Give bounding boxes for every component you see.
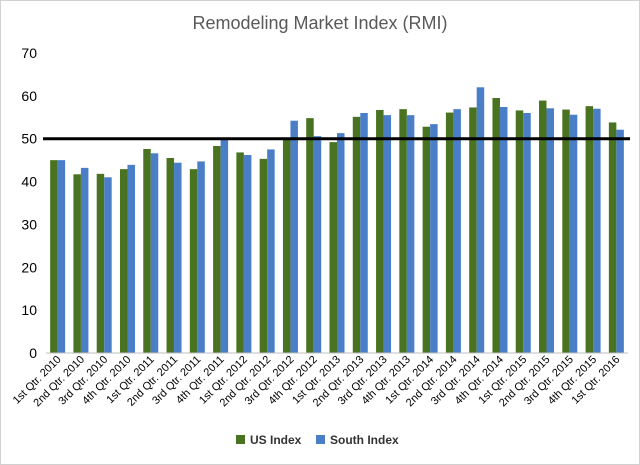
y-tick-label: 0 (29, 345, 37, 361)
us-index-bar (445, 112, 454, 353)
south-index-bar (243, 155, 252, 353)
us-index-bar (562, 109, 570, 353)
south-index-bar (453, 109, 461, 353)
south-index-bar (406, 115, 415, 353)
us-index-bar (213, 146, 221, 353)
south-index-bar (267, 149, 275, 353)
us-index-bar (166, 158, 175, 353)
chart-title: Remodeling Market Index (RMI) (192, 13, 447, 33)
south-index-bar (593, 108, 601, 354)
us-index-bar (515, 110, 524, 354)
us-index-bar (492, 98, 500, 353)
south-index-bar (80, 167, 89, 353)
south-index-bar (360, 113, 368, 353)
south-index-bar (57, 160, 66, 353)
us-index-bar (119, 169, 128, 353)
y-tick-label: 30 (21, 216, 37, 232)
us-index-bar (282, 138, 291, 353)
legend-label-us-index: US Index (250, 433, 302, 447)
us-index-bar (352, 116, 361, 353)
south-index-bar (313, 136, 322, 353)
south-index-bar (290, 120, 298, 354)
south-index-bar (150, 153, 159, 353)
us-index-bar (96, 173, 105, 353)
south-index-bar (546, 108, 555, 353)
us-index-bar (306, 118, 314, 353)
us-index-bar (143, 149, 151, 353)
south-index-bar (499, 107, 508, 353)
y-tick-label: 20 (21, 259, 37, 275)
y-tick-label: 40 (21, 174, 37, 190)
legend-label-south-index: South Index (330, 433, 399, 447)
us-index-bar (50, 160, 58, 353)
south-index-bar (174, 162, 182, 353)
y-tick-label: 50 (21, 131, 37, 147)
y-axis: 0 10 20 30 40 50 60 70 (21, 45, 37, 361)
us-index-bar (236, 152, 244, 353)
us-index-bar (259, 158, 268, 353)
legend: US Index South Index (236, 433, 399, 447)
us-index-bar (608, 122, 617, 354)
south-index-bar (569, 114, 578, 354)
south-index-bar (127, 164, 135, 353)
south-index-bar (337, 133, 345, 353)
us-index-bar (189, 169, 198, 353)
south-index-bar (476, 87, 485, 353)
south-index-bar (430, 124, 438, 353)
south-index-bar (523, 113, 531, 353)
us-index-bar (422, 126, 431, 354)
south-index-bar (616, 129, 624, 353)
south-index-bar (383, 115, 392, 353)
south-index-bar (197, 161, 205, 353)
us-index-bar (399, 109, 407, 353)
us-index-bar (73, 174, 81, 353)
legend-swatch-us-index (236, 435, 245, 444)
us-index-bar (329, 142, 337, 353)
y-tick-label: 10 (21, 302, 37, 318)
y-tick-label: 70 (21, 45, 37, 61)
us-index-bar (539, 100, 547, 353)
bars-area (50, 87, 624, 354)
us-index-bar (376, 110, 384, 353)
us-index-bar (585, 106, 594, 353)
y-tick-label: 60 (21, 88, 37, 104)
legend-swatch-south-index (316, 435, 325, 444)
south-index-bar (220, 138, 229, 353)
us-index-bar (469, 107, 477, 354)
south-index-bar (104, 177, 112, 353)
